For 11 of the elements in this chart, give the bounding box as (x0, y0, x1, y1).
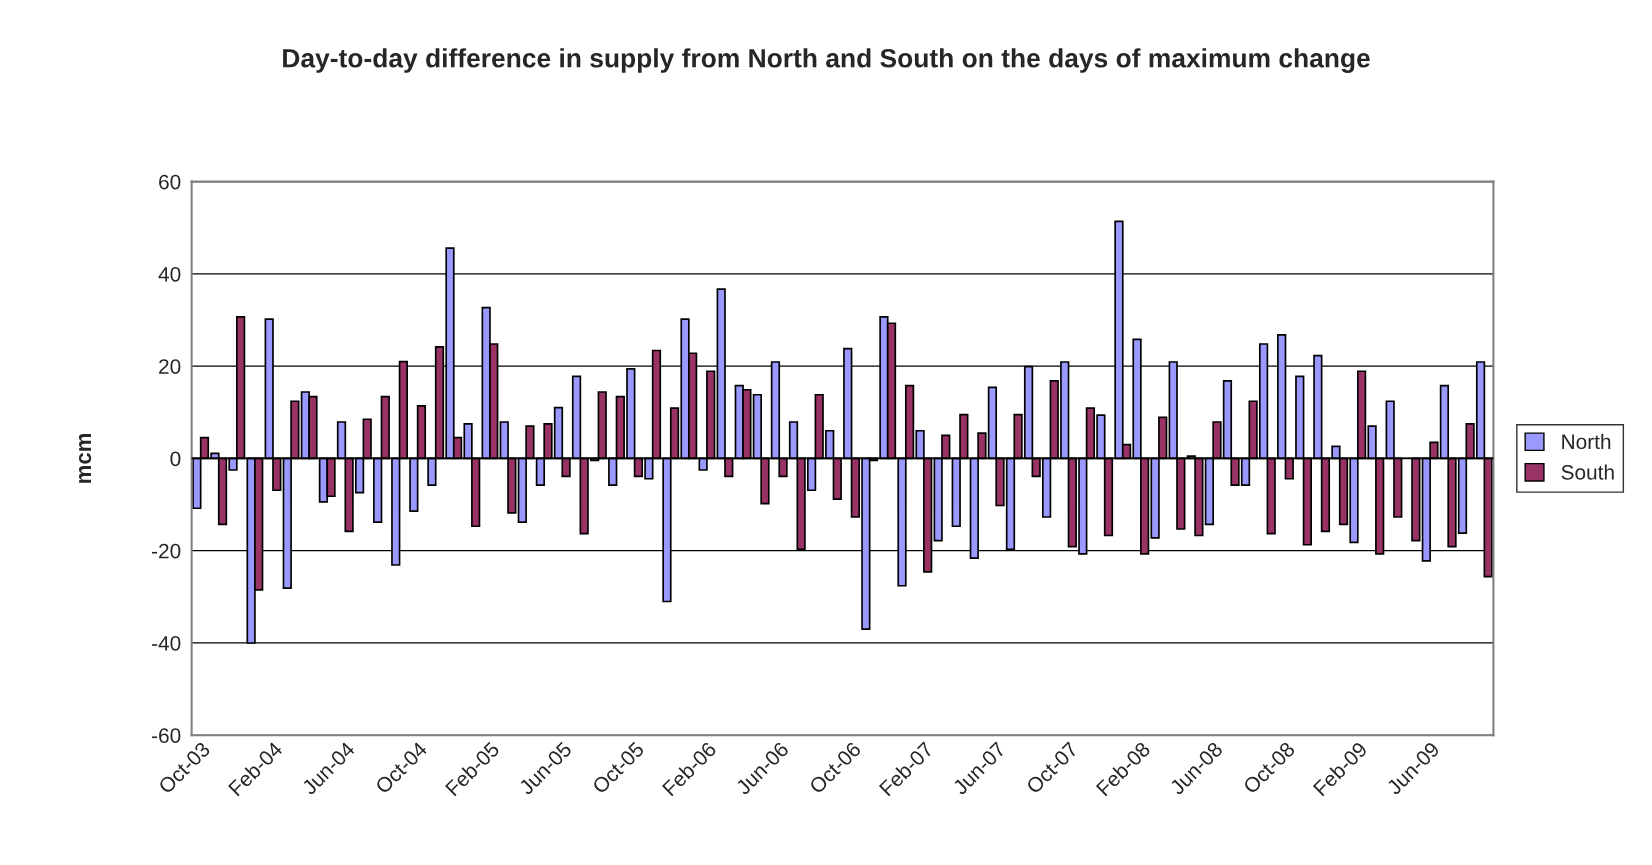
y-tick-label: 20 (159, 359, 181, 374)
y-axis-title: mcm (78, 433, 92, 483)
y-tick-label: -40 (152, 635, 181, 651)
y-tick-label: 60 (159, 174, 181, 190)
y-tick-label: -60 (152, 728, 181, 743)
y-tick-label: 40 (158, 266, 181, 282)
legend-label: South (1561, 464, 1614, 480)
y-tick-label: -20 (152, 543, 181, 559)
y-tick-label: 0 (170, 451, 181, 467)
chart-title: Day-to-day difference in supply from North and South on the days of maximum change (283, 48, 1370, 73)
legend-label: North (1562, 433, 1611, 450)
